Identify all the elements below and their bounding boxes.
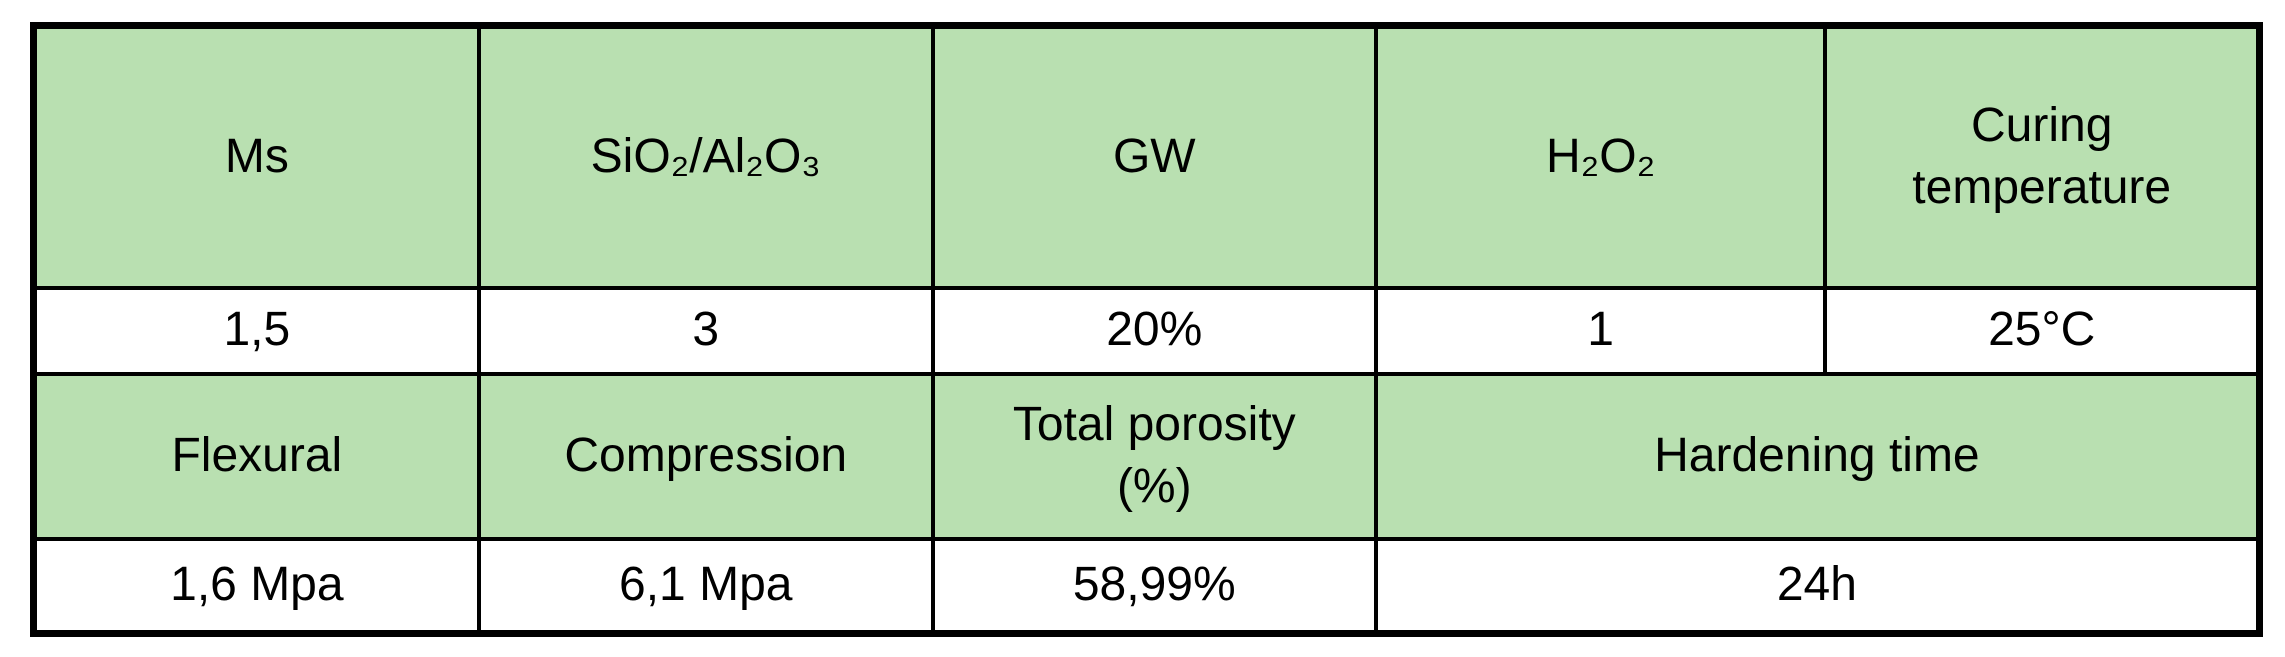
header-cell-h2o2: H₂O₂	[1373, 23, 1828, 290]
value-cell-curing-temperature: 25°C	[1823, 285, 2262, 376]
header-cell-ms: Ms	[31, 23, 481, 290]
value-cell-compression: 6,1 Mpa	[476, 537, 935, 636]
header-cell-compression: Compression	[476, 371, 935, 542]
header-cell-hardening-time: Hardening time	[1373, 371, 2262, 542]
value-cell-flexural: 1,6 Mpa	[31, 537, 481, 636]
header-cell-sio2-al2o3-ratio: SiO₂/Al₂O₃	[476, 23, 935, 290]
header-cell-curing-temperature: Curing temperature	[1823, 23, 2262, 290]
value-cell-hardening-time: 24h	[1373, 537, 2262, 636]
result-header-row: Flexural Compression Total porosity (%) …	[31, 371, 2262, 542]
header-cell-gw: GW	[930, 23, 1378, 290]
value-cell-total-porosity: 58,99%	[930, 537, 1378, 636]
header-cell-total-porosity: Total porosity (%)	[930, 371, 1378, 542]
parameter-value-row: 1,5 3 20% 1 25°C	[31, 285, 2262, 376]
value-cell-ms: 1,5	[31, 285, 481, 376]
properties-table: Ms SiO₂/Al₂O₃ GW H₂O₂ Curing temperature…	[30, 22, 2263, 637]
value-cell-gw: 20%	[930, 285, 1378, 376]
header-cell-flexural: Flexural	[31, 371, 481, 542]
value-cell-sio2-al2o3-ratio: 3	[476, 285, 935, 376]
parameter-header-row: Ms SiO₂/Al₂O₃ GW H₂O₂ Curing temperature	[31, 23, 2262, 290]
value-cell-h2o2: 1	[1373, 285, 1828, 376]
result-value-row: 1,6 Mpa 6,1 Mpa 58,99% 24h	[31, 537, 2262, 636]
